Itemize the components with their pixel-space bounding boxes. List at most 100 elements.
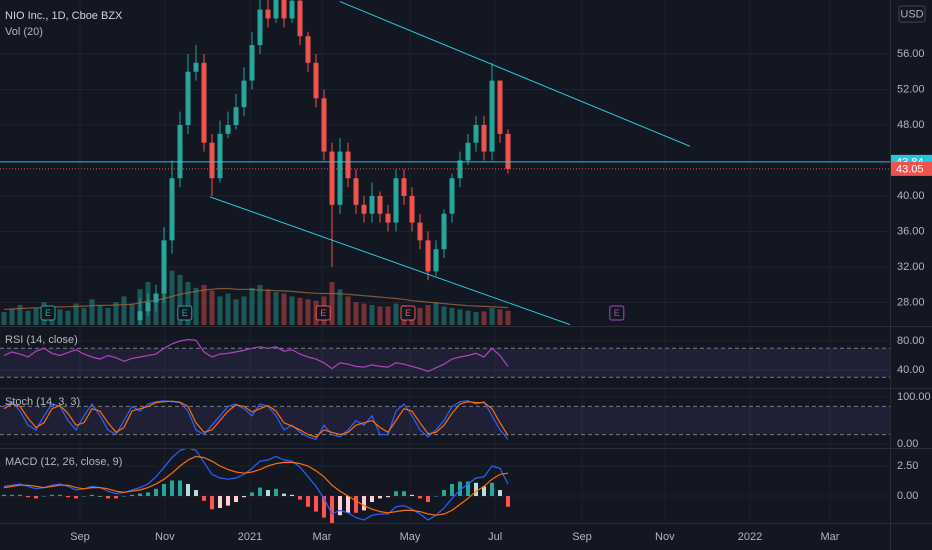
y-tick-label: 2.50 [897,460,918,472]
histogram-bar [202,496,206,501]
volume-bar [81,307,87,325]
volume-ma-line [3,287,509,310]
event-marker [609,305,625,321]
histogram-bar [378,496,382,499]
price-label-box [891,161,932,176]
volume-bar [337,289,343,325]
histogram-bar [322,496,326,518]
histogram-bar [26,496,30,498]
event-marker [177,305,193,321]
histogram-bar [354,496,358,513]
volume-bar [425,304,431,325]
histogram-bar [394,491,398,497]
histogram-bar [402,491,406,497]
histogram-bar [226,496,230,506]
volume-bar [1,312,7,325]
candle-body [249,45,255,81]
volume-bar [97,304,103,325]
event-marker [40,305,56,321]
candle-body [289,0,295,19]
volume-bar [233,299,239,325]
candle-body [353,178,359,205]
histogram-bar [106,496,110,499]
volume-bar [105,307,111,325]
histogram-bar [90,494,94,497]
volume-bar [177,274,183,325]
histogram-bar [386,496,390,498]
histogram-bar [18,494,22,497]
event-label: E [614,308,620,318]
histogram-bar [178,480,182,497]
y-tick-label: 80.00 [897,335,925,347]
indicator-line [3,338,509,373]
macd-pane [2,449,510,523]
band-fill [0,406,890,435]
histogram-bar [98,496,102,497]
currency-box[interactable] [898,5,926,23]
y-tick-label: 40.00 [897,190,925,202]
volume-bar [345,296,351,325]
candle-body [145,302,151,312]
histogram-bar [122,496,126,497]
y-tick-label: 0.00 [897,490,918,502]
candle-body [273,0,279,19]
histogram-bar [34,496,38,499]
candle-body [217,133,223,179]
histogram-bar [410,494,414,497]
event-label: E [320,308,326,318]
histogram-bar [458,481,462,497]
chart-title: NIO Inc., 1D, Cboe BZX [5,10,123,22]
indicator-title: MACD (12, 26, close, 9) [5,456,122,468]
volume-bar [457,309,463,325]
histogram-bar [346,496,350,513]
histogram-bar [426,496,430,503]
y-tick-label: 56.00 [897,48,925,60]
candle-body [329,151,335,205]
volume-bar [353,302,359,325]
candle-body [193,62,199,72]
histogram-bar [58,494,62,497]
candle-body [257,9,263,46]
histogram-bar [290,494,294,497]
histogram-bar [418,496,422,499]
volume-bar [225,293,231,325]
candle-body [305,36,311,63]
volume-bar [265,289,271,325]
band-fill [0,348,890,378]
volume-bar [305,299,311,325]
candle-body [337,151,343,205]
histogram-bar [114,496,118,499]
volume-bar [89,299,95,325]
x-tick-label: Mar [313,531,332,543]
histogram-bar [138,493,142,497]
histogram-bar [170,480,174,497]
candle-body [417,222,423,241]
candle-body [265,9,271,19]
y-tick-label: 28.00 [897,296,925,308]
candle-body [465,142,471,161]
histogram-bar [258,487,262,497]
indicator-line [3,400,509,438]
x-tick-label: Jul [488,531,502,543]
candle-body [185,71,191,125]
candle-body [233,107,239,125]
histogram-bar [10,494,14,497]
histogram-bar [306,496,310,507]
volume-bar [57,309,63,325]
y-tick-label: 40.00 [897,364,925,376]
candle-body [345,151,351,179]
histogram-bar [82,496,86,497]
candle-body [449,178,455,214]
candle-body [161,240,167,294]
volume-bar [377,306,383,325]
candle-body [505,133,511,169]
candle-body [153,293,159,303]
histogram-bar [362,496,366,511]
volume-bar [249,287,255,325]
candle-body [481,124,487,152]
candle-body [489,80,495,152]
histogram-bar [74,496,78,499]
volume-bar [209,290,215,325]
